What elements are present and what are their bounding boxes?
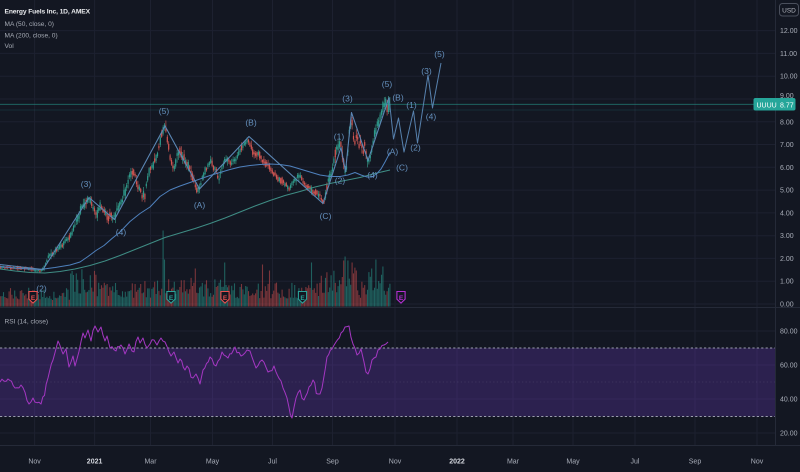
svg-text:E: E [223, 295, 228, 302]
svg-text:E: E [31, 295, 36, 302]
svg-text:(5): (5) [382, 79, 393, 89]
svg-text:(1): (1) [406, 100, 417, 110]
svg-text:Nov: Nov [389, 459, 402, 466]
svg-text:Vol: Vol [5, 43, 15, 50]
svg-text:(1): (1) [334, 132, 345, 142]
svg-text:Jul: Jul [268, 459, 277, 466]
svg-text:(C): (C) [396, 163, 408, 173]
svg-text:7.00: 7.00 [780, 142, 794, 149]
svg-text:3.00: 3.00 [780, 233, 794, 240]
svg-text:Jul: Jul [631, 459, 640, 466]
svg-text:(3): (3) [342, 94, 353, 104]
svg-text:5.00: 5.00 [780, 188, 794, 195]
svg-text:MA (200, close, 0): MA (200, close, 0) [5, 32, 58, 39]
svg-text:(2): (2) [335, 176, 346, 186]
svg-text:E: E [300, 295, 305, 302]
svg-text:(5): (5) [434, 49, 445, 59]
svg-text:(4): (4) [426, 112, 437, 122]
svg-text:6.00: 6.00 [780, 165, 794, 172]
svg-text:Sep: Sep [326, 459, 339, 466]
svg-text:2022: 2022 [449, 459, 465, 466]
svg-text:(B): (B) [392, 93, 404, 103]
svg-text:(C): (C) [320, 211, 332, 221]
svg-text:Energy Fuels Inc, 1D, AMEX: Energy Fuels Inc, 1D, AMEX [5, 8, 91, 15]
svg-text:60.00: 60.00 [780, 363, 798, 370]
svg-text:(A): (A) [387, 147, 399, 157]
svg-text:Nov: Nov [28, 459, 41, 466]
svg-text:11.00: 11.00 [780, 51, 797, 58]
svg-text:(2): (2) [410, 143, 421, 153]
svg-text:Sep: Sep [689, 459, 702, 466]
svg-text:RSI (14, close): RSI (14, close) [5, 319, 49, 326]
svg-text:40.00: 40.00 [780, 397, 798, 404]
svg-text:MA (50, close, 0): MA (50, close, 0) [5, 21, 54, 28]
svg-text:12.00: 12.00 [780, 28, 798, 35]
svg-text:Mar: Mar [144, 459, 157, 466]
svg-text:May: May [566, 459, 580, 466]
svg-text:9.00: 9.00 [780, 93, 794, 100]
svg-text:E: E [169, 295, 174, 302]
svg-text:Nov: Nov [751, 459, 764, 466]
svg-text:10.00: 10.00 [780, 74, 798, 81]
svg-text:80.00: 80.00 [780, 329, 798, 336]
svg-text:1.00: 1.00 [780, 279, 794, 286]
svg-text:UUUU: UUUU [757, 102, 777, 109]
svg-text:Mar: Mar [507, 459, 520, 466]
svg-text:(5): (5) [159, 106, 170, 116]
svg-text:(3): (3) [421, 66, 432, 76]
svg-text:(B): (B) [245, 118, 257, 128]
svg-text:(A): (A) [194, 200, 206, 210]
svg-text:USD: USD [782, 8, 796, 15]
svg-text:(4): (4) [116, 227, 127, 237]
svg-text:8.77: 8.77 [780, 102, 794, 109]
svg-text:20.00: 20.00 [780, 431, 798, 438]
svg-text:E: E [399, 295, 404, 302]
svg-text:2021: 2021 [87, 459, 103, 466]
svg-text:0.00: 0.00 [780, 302, 794, 309]
svg-text:4.00: 4.00 [780, 210, 794, 217]
svg-text:(3): (3) [81, 179, 92, 189]
svg-text:(2): (2) [36, 284, 47, 294]
svg-text:8.00: 8.00 [780, 119, 794, 126]
svg-text:2.00: 2.00 [780, 256, 794, 263]
svg-text:May: May [206, 459, 220, 466]
svg-text:(4): (4) [367, 170, 378, 180]
